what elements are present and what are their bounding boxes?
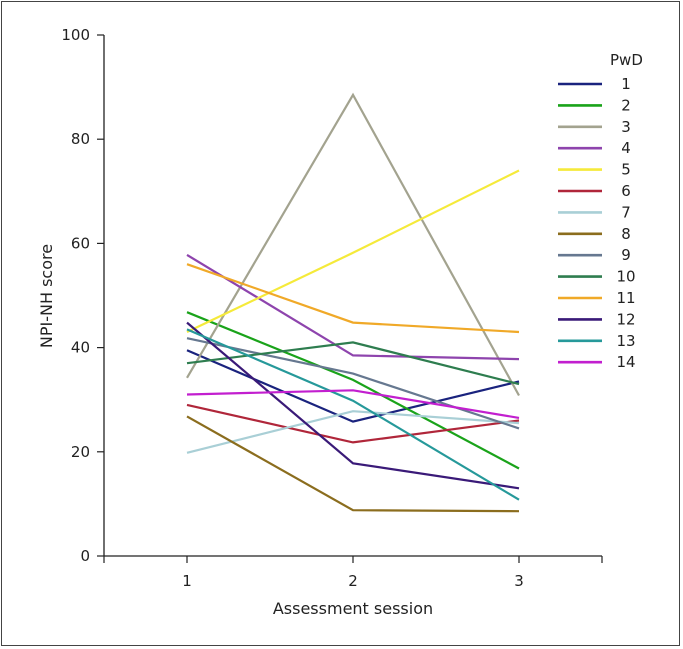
series-line-pwd-11 xyxy=(186,263,520,334)
legend-title: PwD xyxy=(610,51,643,69)
legend-label-pwd-9: 9 xyxy=(621,246,631,264)
series-line-pwd-2 xyxy=(186,311,520,470)
legend-label-pwd-2: 2 xyxy=(621,96,631,114)
legend-label-pwd-1: 1 xyxy=(621,75,631,93)
series-line-pwd-7 xyxy=(186,410,520,454)
legend-label-pwd-10: 10 xyxy=(616,268,635,286)
y-tick-label: 20 xyxy=(71,443,90,461)
series-line-pwd-13 xyxy=(186,328,520,501)
legend-label-pwd-11: 11 xyxy=(616,289,635,307)
series-line-pwd-9 xyxy=(186,337,520,430)
y-tick-label: 0 xyxy=(80,547,90,565)
series-line-pwd-8 xyxy=(186,415,520,513)
series-line-pwd-14 xyxy=(186,389,520,419)
y-tick-label: 100 xyxy=(61,26,90,44)
legend-label-pwd-6: 6 xyxy=(621,182,631,200)
series-line-pwd-5 xyxy=(186,169,520,333)
x-ticks: 1 2 3 xyxy=(103,556,603,590)
legend-label-pwd-13: 13 xyxy=(616,332,635,350)
x-axis-title: Assessment session xyxy=(273,599,433,618)
y-tick-label: 60 xyxy=(71,234,90,252)
legend-label-pwd-3: 3 xyxy=(621,118,631,136)
series-lines xyxy=(186,92,520,513)
series-line-pwd-1 xyxy=(186,349,520,423)
y-tick-label: 40 xyxy=(71,339,90,357)
legend-label-pwd-12: 12 xyxy=(616,310,635,328)
axes xyxy=(103,35,602,557)
x-tick-label: 2 xyxy=(348,572,358,590)
x-tick-label: 1 xyxy=(182,572,192,590)
series-line-pwd-4 xyxy=(186,253,520,361)
legend-label-pwd-8: 8 xyxy=(621,225,631,243)
y-tick-label: 80 xyxy=(71,130,90,148)
legend-label-pwd-14: 14 xyxy=(616,353,635,371)
y-ticks: 0 20 40 60 80 100 xyxy=(61,26,104,565)
series-line-pwd-12 xyxy=(186,321,520,490)
series-line-pwd-10 xyxy=(186,341,520,386)
x-tick-label: 3 xyxy=(514,572,524,590)
legend-label-pwd-4: 4 xyxy=(621,139,631,157)
legend-label-pwd-5: 5 xyxy=(621,161,631,179)
legend-label-pwd-7: 7 xyxy=(621,203,631,221)
series-line-pwd-6 xyxy=(186,403,520,444)
y-axis-title: NPI-NH score xyxy=(37,244,56,348)
